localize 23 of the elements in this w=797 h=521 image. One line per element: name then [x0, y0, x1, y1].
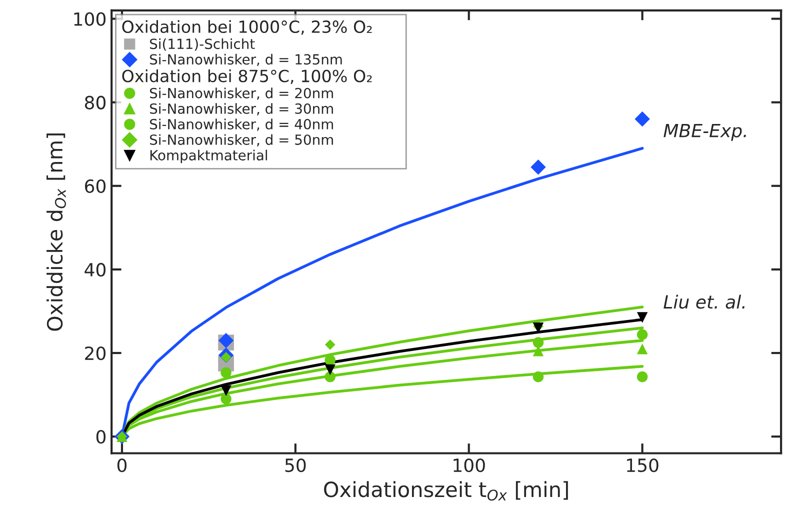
x-tick-label: 50: [285, 458, 306, 472]
x-axis-title: Oxidationszeit t$_{Ox}$ [min]: [324, 481, 568, 501]
y-axis-title: Oxiddicke d$_{Ox}$ [nm]: [46, 134, 66, 331]
legend-label: Si(111)-Schicht: [150, 38, 255, 51]
x-tick-label: 100: [454, 458, 485, 472]
legend-title: Oxidation bei 1000°C, 23% O₂: [122, 20, 372, 35]
y-tick-label: 60: [85, 179, 106, 194]
x-tick-label: 0: [117, 458, 127, 472]
y-tick-label: 20: [85, 346, 106, 360]
annotation: Liu et. al.: [664, 294, 744, 309]
legend-label: Kompaktmaterial: [150, 150, 268, 164]
y-tick-label: 0: [96, 430, 106, 444]
legend-label: Si-Nanowhisker, d = 20nm: [150, 88, 333, 100]
y-tick-label: 40: [84, 262, 106, 277]
y-tick-label: 80: [84, 96, 106, 110]
legend-label: Si-Nanowhisker, d = 50nm: [150, 134, 333, 146]
annotation: Oxidation bei 875°C, 100% O₂: [122, 69, 372, 84]
legend-label: Si-Nanowhisker, d = 40nm: [150, 118, 333, 131]
x-tick-label: 150: [627, 458, 658, 472]
y-tick-label: 100: [74, 12, 106, 26]
legend-label: Si-Nanowhisker, d = 30nm: [150, 103, 333, 116]
legend-label: Si-Nanowhisker, d = 135nm: [150, 54, 342, 66]
annotation: MBE-Exp.: [664, 124, 746, 141]
